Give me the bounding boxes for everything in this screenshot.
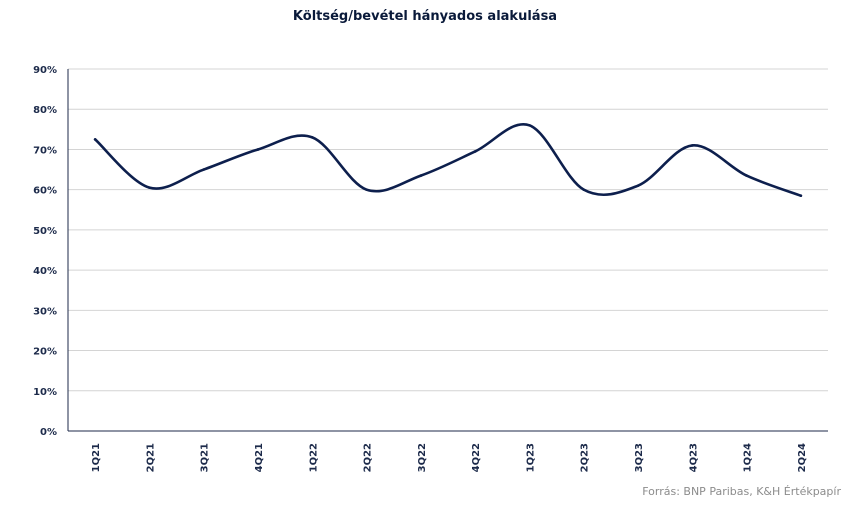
chart-title: Költség/bevétel hányados alakulása (292, 9, 558, 24)
data-point (202, 168, 206, 171)
x-tick-label: 3Q21 (200, 443, 211, 472)
y-tick-label: 20% (33, 347, 57, 358)
data-point (256, 148, 260, 151)
y-tick-label: 10% (33, 387, 57, 398)
x-tick-label: 1Q22 (308, 443, 319, 472)
source-note: Forrás: BNP Paribas, K&H Értékpapír (642, 485, 841, 498)
x-tick-label: 3Q22 (417, 443, 428, 472)
data-point (419, 174, 423, 177)
data-point (745, 174, 748, 177)
x-tick-label: 4Q21 (254, 443, 265, 472)
x-tick-label: 1Q23 (525, 443, 536, 472)
data-point (93, 138, 97, 141)
data-point (799, 194, 803, 197)
x-tick-label: 2Q23 (580, 443, 591, 472)
x-tick-label: 4Q22 (471, 443, 482, 472)
y-tick-label: 60% (33, 186, 57, 197)
x-tick-label: 2Q21 (145, 443, 156, 472)
data-point (365, 188, 368, 191)
x-tick-label: 2Q22 (363, 443, 374, 472)
y-tick-label: 40% (33, 266, 57, 277)
y-tick-label: 30% (33, 306, 57, 317)
data-point (148, 186, 151, 189)
x-tick-label: 1Q24 (743, 443, 754, 472)
data-point (636, 184, 640, 187)
data-point (582, 188, 586, 191)
x-tick-label: 4Q23 (688, 443, 699, 472)
y-tick-label: 70% (33, 145, 57, 156)
data-point (528, 124, 531, 127)
data-point (310, 136, 314, 139)
x-tick-label: 3Q23 (634, 443, 645, 472)
y-tick-label: 0% (40, 427, 57, 438)
y-tick-label: 90% (33, 65, 57, 76)
y-tick-label: 80% (33, 105, 57, 116)
series-line (93, 122, 803, 197)
data-point (690, 144, 694, 147)
data-point (473, 150, 477, 153)
x-tick-label: 1Q21 (91, 443, 102, 472)
x-tick-label: 2Q24 (797, 443, 808, 472)
y-tick-label: 50% (33, 226, 57, 237)
